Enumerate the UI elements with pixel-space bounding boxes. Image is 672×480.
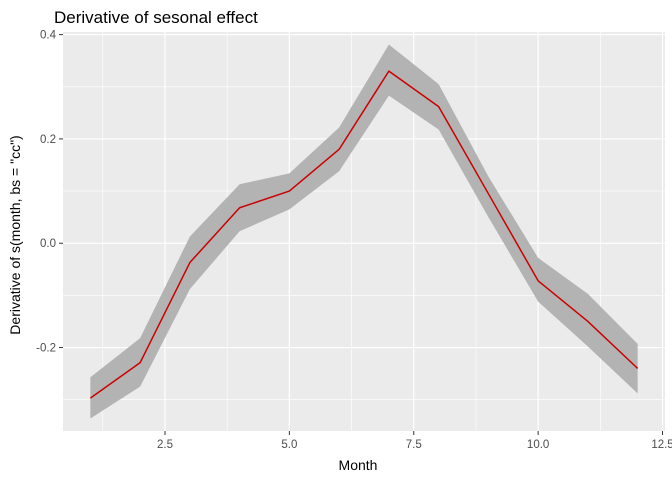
y-tick-label: -0.2: [36, 343, 56, 355]
x-tick-label: 10.0: [527, 439, 549, 451]
derivative-line: [89, 70, 639, 399]
y-axis-title: Derivative of s(month, bs = "cc"): [7, 135, 23, 334]
chart-title: Derivative of sesonal effect: [54, 8, 258, 27]
x-tick-label: 7.5: [406, 439, 422, 451]
y-tick-label: 0.2: [40, 134, 56, 146]
y-tick-label: 0.4: [40, 30, 57, 42]
x-axis-title: Month: [339, 457, 378, 473]
plot-panel: 2.5 5.0 7.5 10.0 12.5 -0.2 0.0 0.2 0.4: [36, 30, 672, 451]
x-tick-label: 2.5: [157, 439, 173, 451]
x-tick-label: 5.0: [281, 439, 297, 451]
y-tick-label: 0.0: [40, 238, 56, 250]
x-tick-label: 12.5: [651, 439, 672, 451]
confidence-band: [90, 44, 638, 419]
